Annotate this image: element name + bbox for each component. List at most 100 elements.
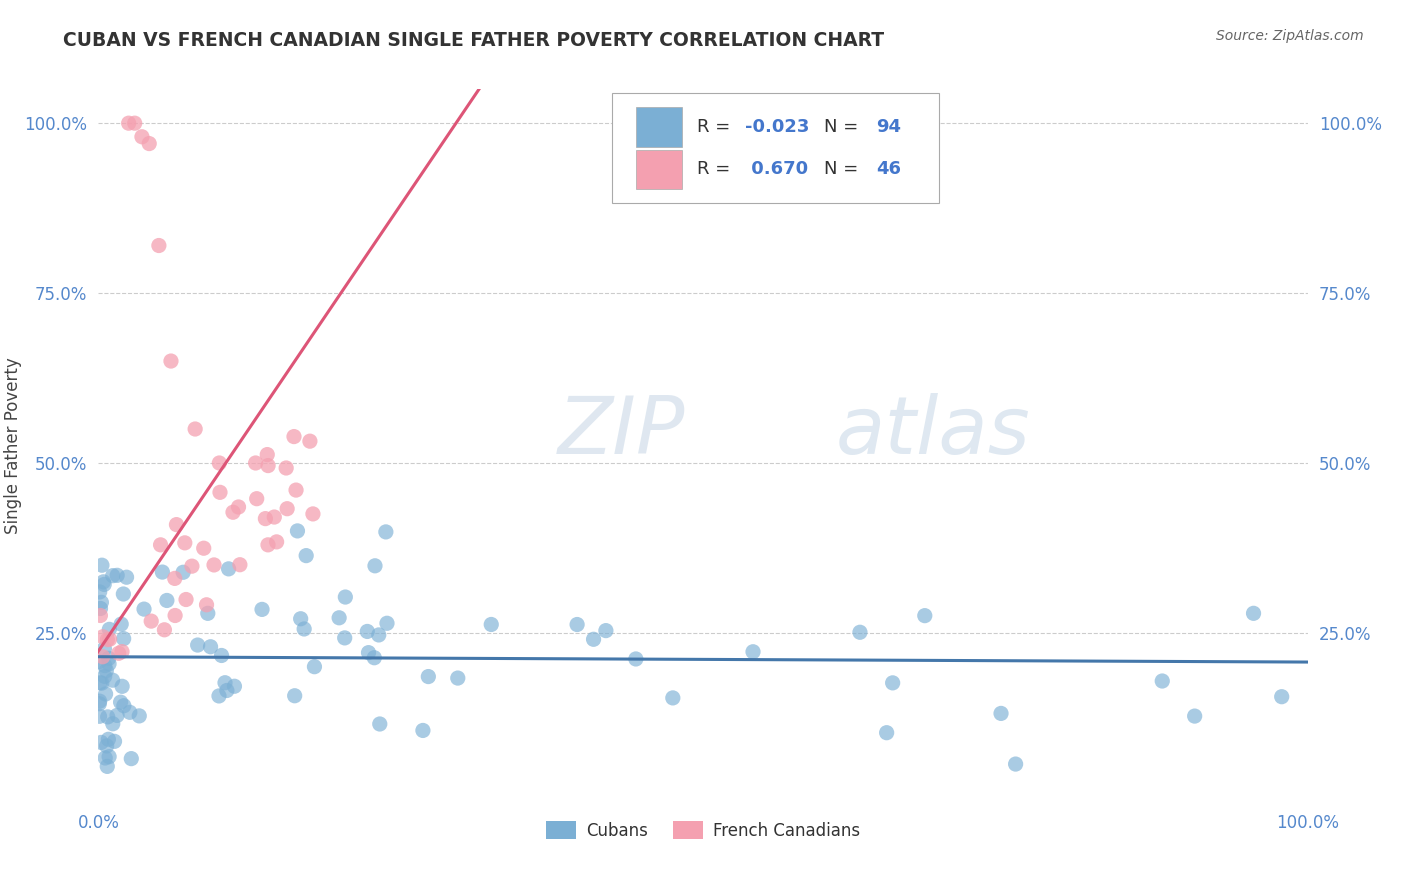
Point: [224, 679, 246, 693]
Point: [1243, 607, 1265, 621]
Y-axis label: Single Father Poverty: Single Father Poverty: [4, 358, 22, 534]
Point: [990, 706, 1012, 721]
Point: [120, 751, 142, 765]
Point: [662, 690, 685, 705]
Point: [173, 536, 195, 550]
Point: [103, 734, 125, 748]
Point: [368, 717, 391, 731]
Point: [90, 595, 112, 609]
Point: [595, 624, 617, 638]
Point: [202, 558, 225, 572]
Point: [1184, 709, 1206, 723]
Point: [218, 562, 240, 576]
Point: [292, 622, 315, 636]
Point: [94, 687, 117, 701]
Text: Source: ZipAtlas.com: Source: ZipAtlas.com: [1216, 29, 1364, 44]
Point: [181, 559, 204, 574]
Point: [94, 751, 117, 765]
Point: [112, 632, 135, 646]
Point: [105, 708, 128, 723]
Point: [447, 671, 470, 685]
Point: [287, 524, 309, 538]
FancyBboxPatch shape: [637, 107, 682, 146]
Point: [94, 658, 117, 673]
Point: [105, 568, 128, 582]
Point: [87, 655, 110, 669]
Point: [138, 136, 160, 151]
Point: [914, 608, 936, 623]
Point: [193, 541, 215, 556]
Point: [90, 558, 112, 573]
Point: [128, 709, 150, 723]
Point: [101, 716, 124, 731]
Point: [364, 558, 387, 573]
Point: [246, 491, 269, 506]
Point: [1152, 673, 1174, 688]
Point: [93, 669, 115, 683]
Point: [90, 735, 112, 749]
Point: [333, 631, 356, 645]
Point: [156, 593, 179, 607]
Point: [374, 524, 396, 539]
Point: [375, 616, 398, 631]
Point: [363, 650, 385, 665]
Point: [200, 640, 222, 654]
Point: [222, 505, 245, 519]
Point: [163, 571, 186, 585]
Point: [256, 448, 278, 462]
Point: [111, 645, 134, 659]
Point: [89, 709, 111, 723]
Point: [257, 538, 280, 552]
Point: [96, 759, 118, 773]
Point: [276, 501, 298, 516]
Point: [1271, 690, 1294, 704]
Point: [335, 590, 357, 604]
Point: [565, 617, 588, 632]
Point: [89, 694, 111, 708]
Point: [91, 649, 114, 664]
Point: [418, 669, 440, 683]
Text: -0.023: -0.023: [745, 118, 810, 136]
Point: [98, 632, 121, 647]
Text: 0.670: 0.670: [745, 161, 808, 178]
Text: CUBAN VS FRENCH CANADIAN SINGLE FATHER POVERTY CORRELATION CHART: CUBAN VS FRENCH CANADIAN SINGLE FATHER P…: [63, 31, 884, 50]
Text: N =: N =: [824, 118, 863, 136]
Point: [111, 679, 134, 693]
Point: [97, 651, 120, 665]
Point: [290, 612, 312, 626]
Text: N =: N =: [824, 161, 863, 178]
Point: [101, 673, 124, 688]
Point: [118, 706, 141, 720]
Point: [357, 646, 380, 660]
Point: [245, 456, 267, 470]
Point: [228, 500, 250, 514]
Point: [285, 483, 308, 497]
Point: [266, 534, 288, 549]
Point: [96, 739, 118, 753]
Point: [582, 632, 605, 647]
Point: [97, 732, 120, 747]
Point: [150, 565, 173, 579]
Point: [208, 689, 231, 703]
Point: [131, 129, 153, 144]
Point: [153, 623, 176, 637]
Point: [302, 507, 325, 521]
Point: [98, 623, 121, 637]
Point: [624, 652, 647, 666]
Point: [211, 648, 233, 663]
Point: [284, 689, 307, 703]
Point: [479, 617, 502, 632]
Point: [93, 577, 115, 591]
Point: [110, 617, 132, 632]
Point: [250, 602, 273, 616]
Point: [208, 485, 231, 500]
Point: [89, 585, 111, 599]
FancyBboxPatch shape: [637, 150, 682, 189]
Point: [215, 683, 238, 698]
Point: [304, 659, 326, 673]
Point: [98, 749, 121, 764]
Point: [328, 611, 350, 625]
Point: [208, 456, 231, 470]
Point: [876, 725, 898, 739]
Point: [110, 695, 132, 709]
